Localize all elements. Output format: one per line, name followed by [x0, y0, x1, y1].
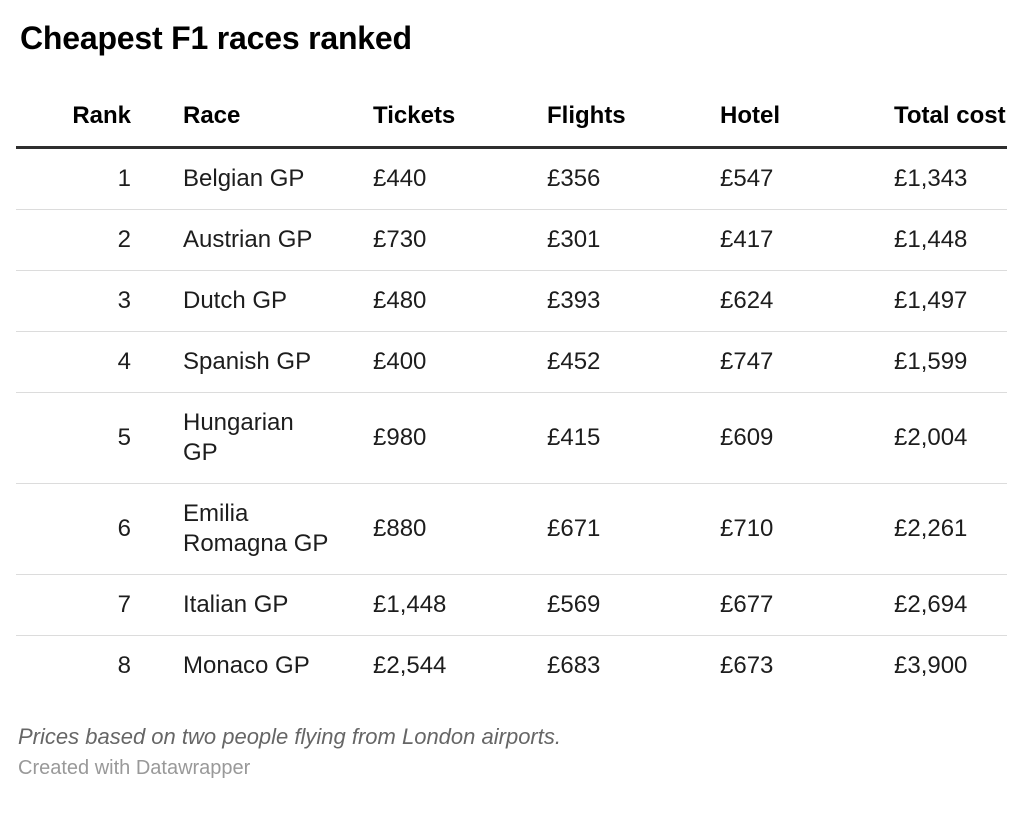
flights-cell: £415	[547, 392, 720, 484]
table-row: 2 Austrian GP £730 £301 £417 £1,448	[16, 209, 1007, 271]
flights-cell: £569	[547, 574, 720, 636]
total-cost-cell: £2,004	[894, 392, 1007, 484]
rank-cell: 1	[16, 147, 131, 210]
rank-cell: 7	[16, 574, 131, 636]
table-row: 5 Hungarian GP £980 £415 £609 £2,004	[16, 392, 1007, 484]
flights-cell: £452	[547, 331, 720, 393]
hotel-cell: £547	[720, 147, 894, 210]
hotel-cell: £710	[720, 483, 894, 575]
column-header-rank: Rank	[16, 100, 131, 149]
tickets-cell: £980	[373, 392, 547, 484]
hotel-cell: £677	[720, 574, 894, 636]
race-cell: Monaco GP	[183, 651, 310, 679]
flights-cell: £683	[547, 651, 601, 679]
tickets-cell: £730	[373, 209, 547, 271]
hotel-cell: £747	[720, 331, 894, 393]
hotel-cell: £624	[720, 270, 894, 332]
total-cost-cell: £1,343	[894, 147, 1007, 210]
table-row: 7 Italian GP £1,448 £569 £677 £2,694	[16, 574, 1007, 636]
rank-cell: 8	[117, 651, 131, 679]
race-cell: Dutch GP	[131, 270, 373, 332]
column-header-race: Race	[131, 100, 373, 149]
race-cell: Emilia Romagna GP	[131, 483, 373, 575]
table-row: 4 Spanish GP £400 £452 £747 £1,599	[16, 331, 1007, 393]
tickets-cell: £880	[373, 483, 547, 575]
race-cell: Hungarian GP	[131, 392, 373, 484]
chart-title: Cheapest F1 races ranked	[20, 20, 412, 56]
tickets-cell: £400	[373, 331, 547, 393]
hotel-cell: £673	[720, 651, 774, 679]
flights-cell: £301	[547, 209, 720, 271]
total-cost-cell: £1,599	[894, 331, 1007, 393]
race-cell: Belgian GP	[131, 147, 373, 210]
tickets-cell: £440	[373, 147, 547, 210]
chart-footnote: Prices based on two people flying from L…	[18, 723, 561, 749]
total-cost-cell: £2,694	[894, 574, 1007, 636]
table-row: 8 Monaco GP £2,544 £683 £673 £3,900	[16, 635, 1007, 696]
hotel-cell: £609	[720, 392, 894, 484]
flights-cell: £393	[547, 270, 720, 332]
total-cost-cell: £2,261	[894, 483, 1007, 575]
rank-cell: 2	[16, 209, 131, 271]
hotel-cell: £417	[720, 209, 894, 271]
table-row: 6 Emilia Romagna GP £880 £671 £710 £2,26…	[16, 483, 1007, 575]
flights-cell: £356	[547, 147, 720, 210]
column-header-hotel: Hotel	[720, 100, 894, 149]
chart-attribution: Created with Datawrapper	[18, 756, 251, 779]
header-row: Rank Race Tickets Flights Hotel Total co…	[16, 100, 1007, 149]
rank-cell: 4	[16, 331, 131, 393]
table-row: 3 Dutch GP £480 £393 £624 £1,497	[16, 270, 1007, 332]
race-cell: Spanish GP	[131, 331, 373, 393]
rank-cell: 6	[16, 483, 131, 575]
rank-cell: 3	[16, 270, 131, 332]
race-cell: Italian GP	[131, 574, 373, 636]
column-header-total-cost: Total cost	[894, 100, 1007, 149]
total-cost-cell: £1,497	[894, 270, 1007, 332]
f1-cost-table: Rank Race Tickets Flights Hotel Total co…	[16, 100, 1007, 696]
tickets-cell: £2,544	[373, 651, 447, 679]
column-header-tickets: Tickets	[373, 100, 547, 149]
chart-container: Cheapest F1 races ranked Rank Race Ticke…	[0, 20, 1024, 813]
rank-cell: 5	[16, 392, 131, 484]
total-cost-cell: £1,448	[894, 209, 1007, 271]
tickets-cell: £1,448	[373, 574, 547, 636]
race-cell: Austrian GP	[131, 209, 373, 271]
column-header-flights: Flights	[547, 100, 720, 149]
tickets-cell: £480	[373, 270, 547, 332]
flights-cell: £671	[547, 483, 720, 575]
table-row: 1 Belgian GP £440 £356 £547 £1,343	[16, 147, 1007, 210]
total-cost-cell: £3,900	[894, 651, 968, 679]
